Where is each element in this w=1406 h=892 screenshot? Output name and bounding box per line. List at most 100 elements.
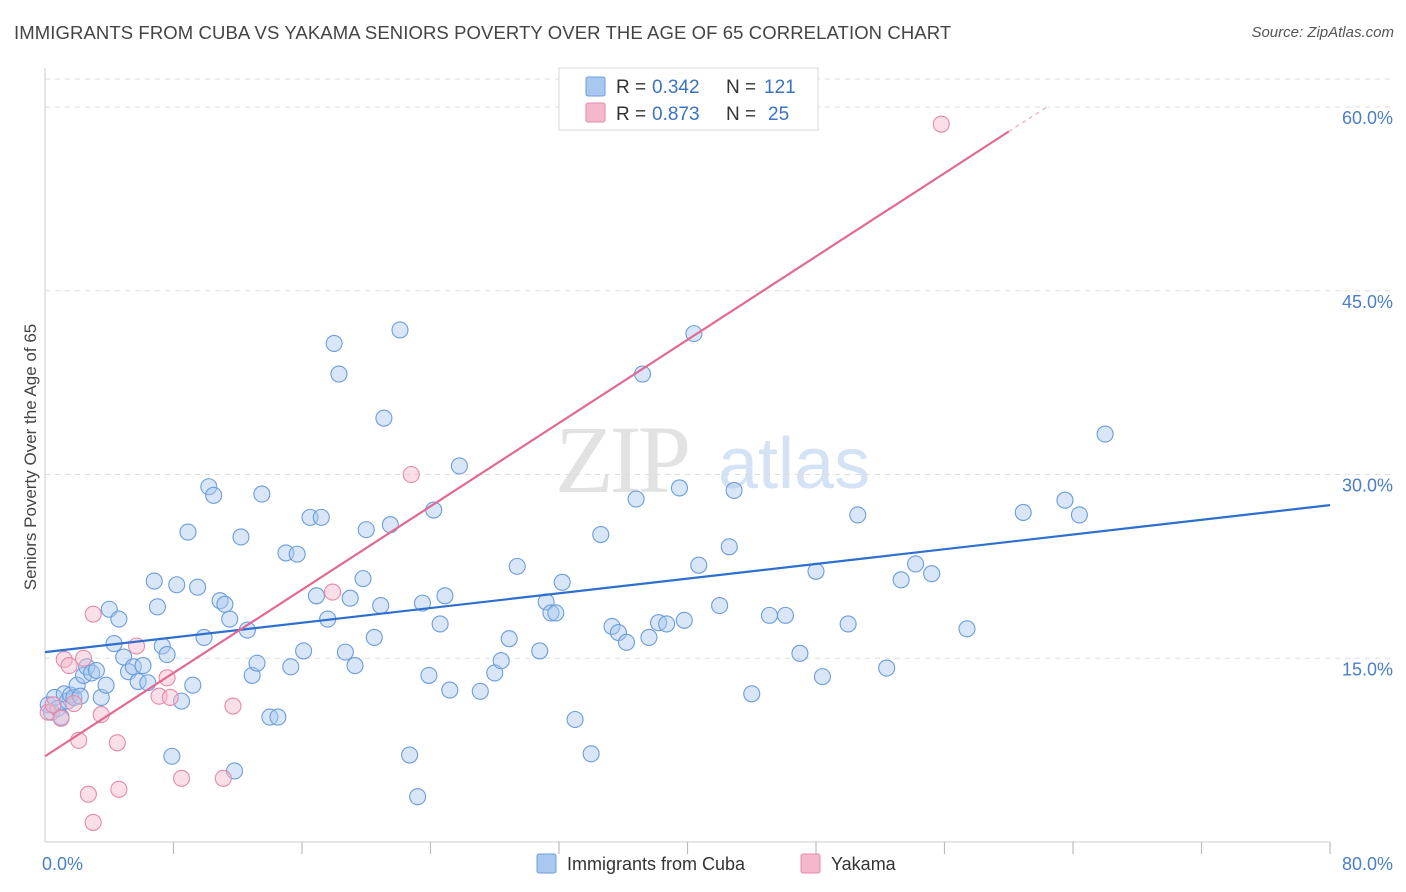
point-cuba-116 <box>892 571 910 589</box>
point-yakama-7 <box>75 649 93 667</box>
point-cuba-68 <box>381 516 399 534</box>
point-cuba-13 <box>83 664 101 682</box>
legend-n-label-blue: N = <box>726 77 756 98</box>
chart-title: IMMIGRANTS FROM CUBA VS YAKAMA SENIORS P… <box>14 22 952 43</box>
point-cuba-49 <box>269 708 287 726</box>
point-cuba-41 <box>221 610 239 628</box>
point-cuba-91 <box>592 525 610 544</box>
point-cuba-19 <box>110 610 128 628</box>
point-cuba-107 <box>743 685 761 703</box>
watermark-atlas: atlas <box>718 424 870 504</box>
axes <box>44 68 1331 854</box>
point-cuba-97 <box>640 628 658 646</box>
point-cuba-106 <box>725 481 743 499</box>
point-cuba-36 <box>195 628 213 646</box>
point-cuba-34 <box>184 676 202 694</box>
y-tick-label-60: 60.0% <box>1342 108 1393 128</box>
point-cuba-56 <box>312 508 330 526</box>
point-cuba-9 <box>68 676 86 694</box>
y-axis-label: Seniors Poverty Over the Age of 65 <box>21 324 40 590</box>
point-yakama-19 <box>214 769 232 787</box>
legend-r-value-blue: 0.342 <box>652 77 700 98</box>
point-cuba-64 <box>357 521 375 539</box>
y-tick-label-15: 15.0% <box>1342 659 1393 679</box>
point-yakama-8 <box>79 785 97 803</box>
point-yakama-18 <box>172 769 191 787</box>
y-tick-labels: 15.0% 30.0% 45.0% 60.0% <box>1342 108 1393 679</box>
point-cuba-35 <box>189 578 207 596</box>
point-cuba-122 <box>1070 506 1088 524</box>
point-cuba-24 <box>134 657 152 675</box>
point-yakama-17 <box>161 688 179 707</box>
point-cuba-59 <box>330 365 348 383</box>
point-cuba-123 <box>1096 425 1114 443</box>
watermark-zip: ZIP <box>555 406 688 513</box>
point-cuba-76 <box>436 587 454 605</box>
series-immigrants-from-cuba <box>39 321 1114 806</box>
point-cuba-60 <box>336 643 354 661</box>
point-cuba-84 <box>531 642 549 660</box>
point-cuba-100 <box>670 479 689 497</box>
point-cuba-94 <box>617 633 636 651</box>
point-cuba-31 <box>168 576 186 594</box>
point-cuba-87 <box>547 604 565 622</box>
y-tick-label-45: 45.0% <box>1342 292 1393 312</box>
trend-lines <box>44 105 1331 758</box>
point-yakama-12 <box>108 734 126 752</box>
legend-swatch-pink <box>585 102 606 123</box>
point-cuba-75 <box>431 615 449 633</box>
point-cuba-113 <box>839 615 857 633</box>
point-cuba-108 <box>760 606 778 624</box>
point-cuba-33 <box>179 523 197 541</box>
point-cuba-101 <box>675 611 693 629</box>
point-cuba-78 <box>450 457 468 475</box>
point-cuba-66 <box>372 597 390 615</box>
point-cuba-30 <box>163 747 181 765</box>
point-cuba-82 <box>500 630 518 648</box>
point-cuba-73 <box>420 666 438 684</box>
legend: R = 0.342 N = 121 R = 0.873 N = 25 <box>558 67 819 131</box>
point-cuba-92 <box>603 617 621 635</box>
point-cuba-120 <box>1014 503 1032 522</box>
point-cuba-14 <box>87 661 105 680</box>
legend-r-label-pink: R = <box>616 104 646 125</box>
point-cuba-53 <box>295 642 313 660</box>
bottom-legend-swatch-pink <box>800 853 821 874</box>
bottom-legend-label-pink: Yakama <box>831 854 897 874</box>
point-cuba-105 <box>720 538 738 556</box>
gridlines <box>45 78 1395 659</box>
point-cuba-71 <box>409 788 427 806</box>
watermark: ZIP atlas <box>555 406 870 513</box>
point-cuba-38 <box>205 486 223 504</box>
point-cuba-46 <box>248 654 266 672</box>
point-cuba-121 <box>1056 491 1074 509</box>
point-cuba-88 <box>553 573 571 591</box>
source-credit: Source: ZipAtlas.com <box>1251 24 1394 41</box>
point-yakama-23 <box>932 115 950 133</box>
x-tick-label-max: 80.0% <box>1342 854 1393 874</box>
legend-r-value-pink: 0.873 <box>652 104 700 125</box>
point-cuba-62 <box>346 657 364 675</box>
point-cuba-111 <box>807 562 825 580</box>
y-tick-label-30: 30.0% <box>1342 476 1393 496</box>
point-cuba-90 <box>582 745 600 763</box>
point-cuba-109 <box>776 606 795 624</box>
legend-n-value-blue: 121 <box>764 77 796 98</box>
point-cuba-72 <box>413 594 432 612</box>
point-cuba-67 <box>375 409 393 427</box>
legend-n-value-pink: 25 <box>768 104 789 125</box>
point-yakama-20 <box>224 697 242 715</box>
point-cuba-52 <box>288 545 306 563</box>
point-cuba-110 <box>791 644 809 662</box>
point-cuba-37 <box>200 478 218 496</box>
point-cuba-32 <box>172 692 191 710</box>
trend-line-cuba <box>44 504 1331 654</box>
point-cuba-99 <box>658 615 676 633</box>
point-yakama-2 <box>52 709 70 727</box>
point-cuba-61 <box>341 589 359 607</box>
bottom-legend-label-blue: Immigrants from Cuba <box>567 854 746 874</box>
legend-r-label-blue: R = <box>616 77 646 98</box>
point-cuba-70 <box>401 746 419 764</box>
legend-swatch-blue <box>585 76 606 97</box>
